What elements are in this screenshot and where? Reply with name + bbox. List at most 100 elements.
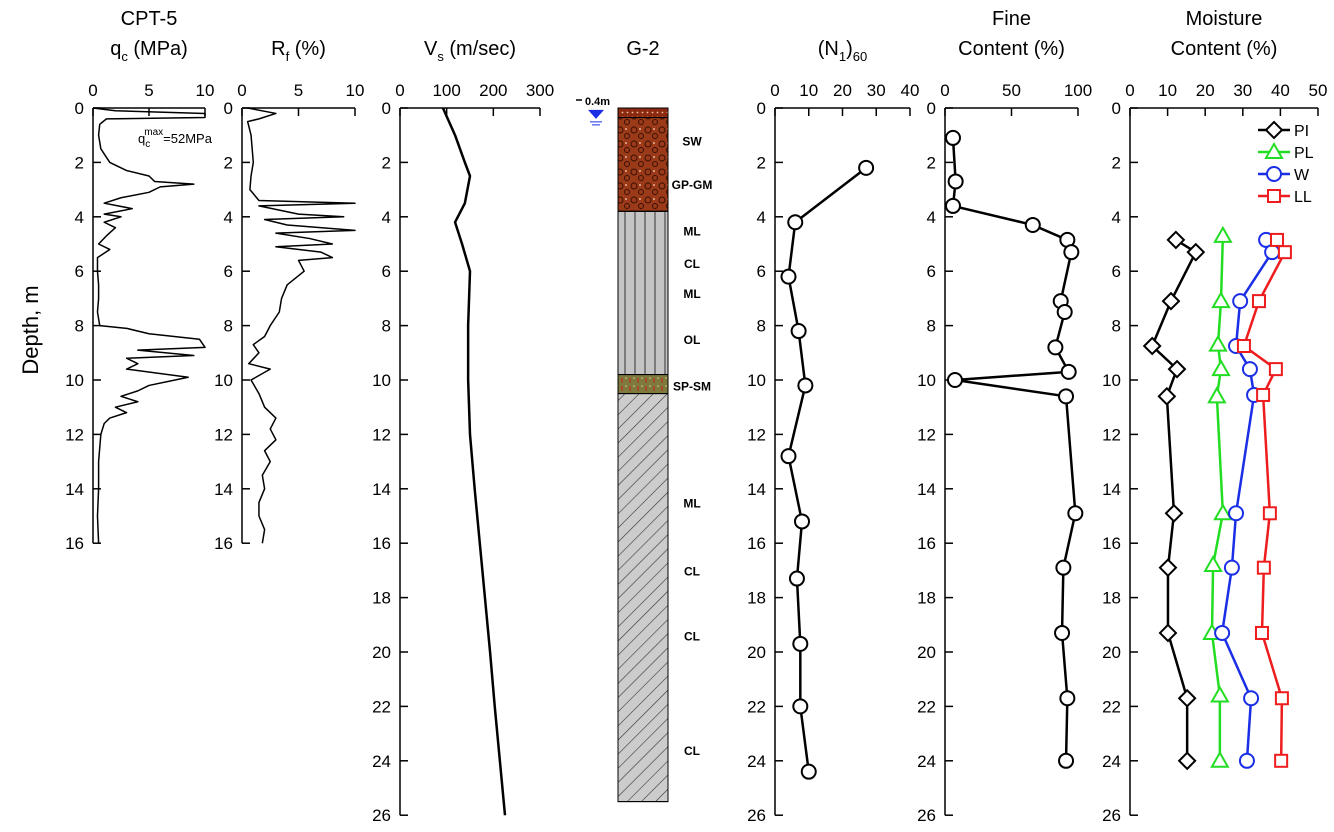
title-text: R <box>271 38 285 60</box>
marker <box>1186 242 1206 262</box>
profile-line <box>1220 239 1274 761</box>
y-tick-label: 10 <box>747 371 766 390</box>
marker <box>1232 293 1249 310</box>
marker <box>1211 359 1231 377</box>
title-text: ) <box>846 38 853 60</box>
marker <box>858 159 875 176</box>
marker <box>1177 688 1197 708</box>
title-subscript: f <box>286 49 290 64</box>
water-table <box>588 109 604 119</box>
y-tick-label: 16 <box>214 534 233 553</box>
marker <box>1058 752 1075 769</box>
y-tick-label: 26 <box>1102 806 1121 825</box>
marker <box>1158 558 1178 578</box>
soil-pattern <box>617 374 669 395</box>
profile-line <box>787 166 867 772</box>
title-text: (m/sec) <box>444 38 516 60</box>
x-tick-label: 0 <box>1125 81 1134 100</box>
y-tick-label: 2 <box>927 153 936 172</box>
x-tick-label: 10 <box>196 81 215 100</box>
marker <box>1161 291 1181 311</box>
y-tick-label: 8 <box>1112 317 1121 336</box>
y-tick-label: 22 <box>372 697 391 716</box>
annotation-part: q <box>138 131 145 146</box>
marker <box>1277 245 1292 260</box>
marker <box>1210 750 1230 768</box>
marker <box>1166 230 1186 250</box>
y-tick-label: 10 <box>372 371 391 390</box>
title-text: Moisture <box>1186 8 1263 30</box>
x-tick-label: 10 <box>1158 81 1177 100</box>
marker <box>1256 387 1271 402</box>
annotation-part: =52MPa <box>163 131 213 146</box>
profile-line <box>1210 235 1225 761</box>
y-tick-label: 18 <box>747 589 766 608</box>
x-tick-label: 30 <box>1233 81 1252 100</box>
x-tick-label: 0 <box>237 81 246 100</box>
legend-label: PL <box>1294 145 1314 162</box>
marker <box>1207 386 1227 404</box>
marker <box>1213 503 1233 521</box>
y-tick-label: 20 <box>372 643 391 662</box>
marker <box>1208 334 1228 352</box>
marker <box>792 635 809 652</box>
y-tick-label: 8 <box>757 317 766 336</box>
y-tick-label: 6 <box>75 262 84 281</box>
y-tick-label: 6 <box>1112 262 1121 281</box>
marker <box>1210 685 1230 703</box>
y-tick-label: 16 <box>1102 534 1121 553</box>
x-tick-label: 5 <box>294 81 303 100</box>
legend-label: PI <box>1294 123 1309 140</box>
marker <box>780 448 797 465</box>
y-tick-label: 4 <box>224 208 233 227</box>
marker <box>1254 625 1269 640</box>
title-text: (N <box>818 38 839 60</box>
x-tick-label: 50 <box>1002 81 1021 100</box>
profile-line <box>1150 238 1198 761</box>
y-tick-label: 0 <box>75 99 84 118</box>
y-tick-label: 6 <box>382 262 391 281</box>
marker <box>1157 386 1177 406</box>
y-tick-label: 26 <box>917 806 936 825</box>
marker <box>780 268 797 285</box>
layer-label: ML <box>683 496 700 510</box>
y-tick-label: 12 <box>214 425 233 444</box>
marker <box>787 214 804 231</box>
y-tick-label: 10 <box>65 371 84 390</box>
title-text: (MPa) <box>128 38 188 60</box>
y-tick-label: 4 <box>757 208 766 227</box>
y-tick-label: 22 <box>917 697 936 716</box>
annotation-part: c <box>145 139 150 150</box>
y-tick-label: 6 <box>927 262 936 281</box>
marker <box>1060 363 1077 380</box>
soil-pattern <box>617 107 669 119</box>
marker <box>1211 291 1231 309</box>
marker <box>794 513 810 530</box>
panel-title: G-2 <box>626 38 659 60</box>
y-tick-label: 24 <box>372 752 391 771</box>
x-tick-label: 0 <box>88 81 97 100</box>
panel-title: Moisture <box>1186 8 1263 30</box>
marker <box>1142 336 1162 356</box>
x-tick-label: 30 <box>867 81 886 100</box>
y-tick-label: 0 <box>757 99 766 118</box>
marker <box>1059 690 1076 707</box>
panel-title: CPT-5 <box>121 8 178 30</box>
y-tick-label: 24 <box>747 752 766 771</box>
y-tick-label: 8 <box>382 317 391 336</box>
title-text: (%) <box>289 38 326 60</box>
x-tick-label: 0 <box>940 81 949 100</box>
y-tick-label: 16 <box>747 534 766 553</box>
y-tick-label: 22 <box>747 697 766 716</box>
marker <box>1063 244 1080 261</box>
y-tick-label: 4 <box>75 208 84 227</box>
layer-label: GP-GM <box>672 178 713 192</box>
y-tick-label: 14 <box>65 480 84 499</box>
title-text: Content (%) <box>958 38 1065 60</box>
panel-title: Content (%) <box>958 38 1065 60</box>
profile-line <box>1242 239 1287 761</box>
x-tick-label: 20 <box>833 81 852 100</box>
marker <box>1158 623 1178 643</box>
